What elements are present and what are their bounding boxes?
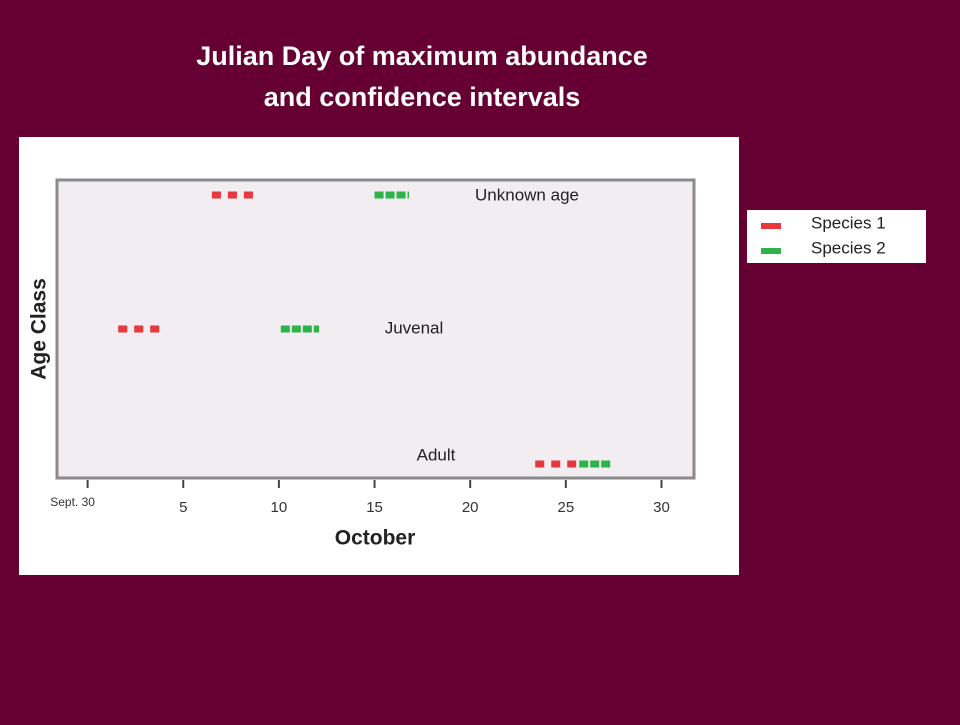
x-tick-label: Sept. 30 — [50, 495, 95, 509]
legend-label: Species 2 — [811, 238, 886, 257]
x-tick-label: 30 — [653, 499, 670, 516]
chart-subtitle: and confidence intervals — [264, 82, 581, 112]
x-tick-label: 25 — [557, 499, 574, 516]
category-label: Adult — [417, 445, 456, 464]
x-tick-label: 10 — [271, 499, 288, 516]
legend — [747, 210, 926, 263]
category-label: Unknown age — [475, 185, 579, 204]
x-tick-label: 15 — [366, 499, 383, 516]
x-tick-label: 5 — [179, 499, 187, 516]
y-axis-label: Age Class — [28, 278, 51, 380]
legend-label: Species 1 — [811, 213, 886, 232]
chart-title: Julian Day of maximum abundance — [196, 41, 648, 71]
plot-area — [55, 178, 696, 480]
x-axis-label: October — [335, 527, 416, 550]
category-label: Juvenal — [385, 318, 444, 337]
x-tick-label: 20 — [462, 499, 479, 516]
